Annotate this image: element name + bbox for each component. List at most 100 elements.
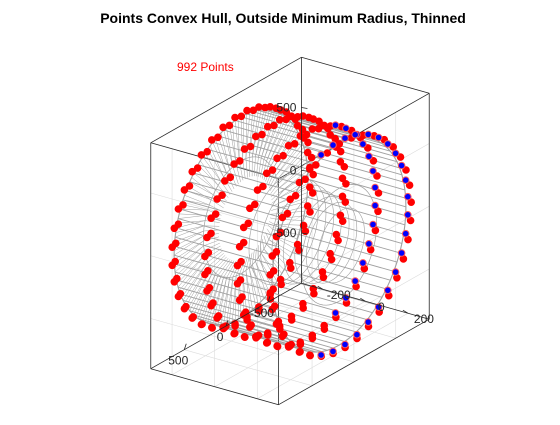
data-point <box>260 183 267 190</box>
data-point <box>398 250 405 257</box>
data-point <box>175 221 182 228</box>
data-point <box>309 126 316 133</box>
data-point <box>180 202 187 209</box>
data-point <box>354 331 361 338</box>
data-point <box>209 137 216 144</box>
data-point <box>248 322 255 329</box>
data-point <box>339 218 346 225</box>
data-point <box>238 258 245 265</box>
data-point <box>292 192 299 199</box>
data-point <box>307 352 314 359</box>
data-point <box>264 339 271 346</box>
data-point <box>210 300 217 307</box>
chart-title: Points Convex Hull, Outside Minimum Radi… <box>100 10 466 26</box>
data-point <box>392 150 399 157</box>
hull-spoke <box>270 218 276 219</box>
data-point <box>352 278 359 285</box>
data-point <box>341 164 348 171</box>
data-point <box>240 239 247 246</box>
data-point <box>360 260 367 267</box>
data-point <box>242 334 249 341</box>
data-point <box>172 258 179 265</box>
hull-spoke <box>262 239 264 249</box>
data-point <box>183 303 190 310</box>
data-point <box>186 183 193 190</box>
grid-layer <box>151 112 429 398</box>
data-point <box>226 122 233 129</box>
hull-rim-edge <box>307 162 405 190</box>
z-tick-label: 500 <box>276 101 296 115</box>
data-point <box>343 125 350 132</box>
data-point <box>385 287 392 294</box>
data-point <box>288 265 295 272</box>
data-point <box>324 150 331 157</box>
hull-spoke <box>271 209 278 211</box>
hull-rim-edge <box>308 171 406 199</box>
y-tick-label: -500 <box>250 306 274 320</box>
z-tick-label: 0 <box>290 163 297 177</box>
data-point <box>237 158 244 165</box>
data-point <box>330 142 337 149</box>
data-point <box>267 104 274 111</box>
data-point <box>215 134 222 141</box>
data-point <box>270 268 277 275</box>
data-point <box>245 220 252 227</box>
data-point <box>318 352 325 359</box>
data-point <box>292 116 299 123</box>
data-point <box>273 249 280 256</box>
data-point <box>365 131 372 138</box>
data-point <box>328 256 335 263</box>
data-point <box>212 211 219 218</box>
data-point <box>335 237 342 244</box>
data-point <box>337 148 344 155</box>
point-count-annotation: 992 Points <box>177 60 234 74</box>
data-point <box>343 181 350 188</box>
hull-spoke <box>254 157 255 176</box>
data-point <box>264 123 271 130</box>
data-point <box>342 135 349 142</box>
data-point <box>199 321 206 328</box>
data-point <box>372 202 379 209</box>
data-point <box>244 107 251 114</box>
x-tick-label: 0 <box>378 300 385 314</box>
data-point <box>256 104 263 111</box>
data-point <box>265 332 272 339</box>
data-point <box>259 131 266 138</box>
data-point <box>313 162 320 169</box>
data-point <box>330 348 337 355</box>
data-point <box>310 171 317 178</box>
data-point <box>398 162 405 169</box>
data-point <box>276 117 283 124</box>
data-point <box>308 154 315 161</box>
data-point <box>302 176 309 183</box>
data-point <box>253 133 260 140</box>
hull-face-triangle <box>178 214 206 219</box>
data-point <box>247 143 254 150</box>
data-point <box>305 139 312 146</box>
data-point <box>205 268 212 275</box>
data-point <box>332 310 339 317</box>
data-point <box>321 326 328 333</box>
data-point <box>311 290 318 297</box>
data-point <box>299 126 306 133</box>
box-edge <box>301 283 429 319</box>
data-point <box>275 318 282 325</box>
data-point <box>325 125 332 132</box>
data-point <box>370 221 377 228</box>
z-tick-mark <box>301 108 307 109</box>
data-point <box>342 341 349 348</box>
data-point <box>269 167 276 174</box>
data-point <box>270 286 277 293</box>
data-point <box>392 269 399 276</box>
data-point <box>320 274 327 281</box>
data-point <box>190 314 197 321</box>
data-point <box>300 305 307 312</box>
data-point <box>309 335 316 342</box>
data-point <box>208 230 215 237</box>
data-point <box>372 184 379 191</box>
data-point <box>239 294 246 301</box>
hull-rim-edge <box>269 292 367 320</box>
data-point <box>238 113 245 120</box>
data-point <box>291 141 298 148</box>
